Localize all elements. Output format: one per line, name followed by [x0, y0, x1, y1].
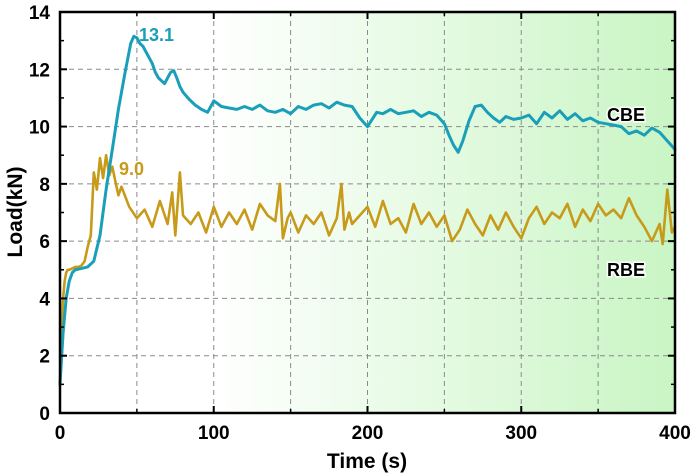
cbe-series-label: CBE: [607, 105, 645, 125]
rbe-series-label: RBE: [607, 260, 645, 280]
x-tick-label: 200: [352, 423, 384, 444]
x-tick-label: 0: [55, 423, 66, 444]
x-tick-label: 300: [505, 423, 537, 444]
x-tick-label: 100: [198, 423, 230, 444]
y-tick-label: 10: [29, 118, 50, 139]
y-tick-label: 6: [39, 232, 50, 253]
tick-marks: [59, 11, 676, 414]
y-tick-label: 14: [29, 3, 51, 24]
y-tick-label: 4: [39, 289, 50, 310]
y-tick-label: 2: [39, 347, 50, 368]
y-tick-label: 8: [39, 175, 50, 196]
cbe-peak-label: 13.1: [139, 25, 174, 45]
x-axis-title: Time (s): [327, 450, 407, 473]
series-lines: [58, 34, 677, 386]
x-tick-label: 400: [659, 423, 691, 444]
tick-labels: 0 2 4 6 8 10 12 14 0 100 200 300 400: [29, 3, 691, 444]
gridlines: [60, 12, 675, 413]
y-axis-title: Load(kN): [4, 167, 27, 258]
y-tick-label: 0: [39, 404, 50, 425]
cbe-series-line: [58, 34, 677, 386]
y-tick-label: 12: [29, 60, 50, 81]
rbe-peak-label: 9.0: [119, 159, 144, 179]
rbe-series-line: [58, 153, 677, 386]
